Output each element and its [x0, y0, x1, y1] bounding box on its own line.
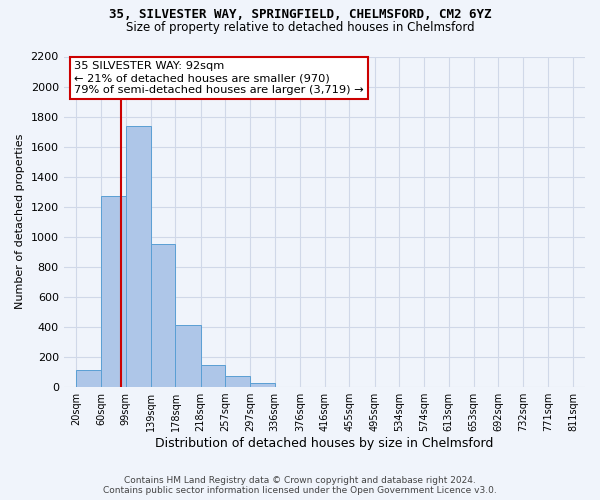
Bar: [76, 370, 101, 387]
Bar: [101, 196, 126, 387]
Y-axis label: Number of detached properties: Number of detached properties: [15, 134, 25, 310]
Text: Size of property relative to detached houses in Chelmsford: Size of property relative to detached ho…: [125, 21, 475, 34]
Text: 35, SILVESTER WAY, SPRINGFIELD, CHELMSFORD, CM2 6YZ: 35, SILVESTER WAY, SPRINGFIELD, CHELMSFO…: [109, 8, 491, 20]
Bar: [200, 364, 225, 387]
X-axis label: Distribution of detached houses by size in Chelmsford: Distribution of detached houses by size …: [155, 437, 494, 450]
Bar: [151, 244, 175, 387]
Bar: [225, 376, 250, 387]
Bar: [250, 382, 275, 387]
Bar: [126, 126, 151, 387]
Bar: [175, 324, 200, 387]
Text: Contains HM Land Registry data © Crown copyright and database right 2024.
Contai: Contains HM Land Registry data © Crown c…: [103, 476, 497, 495]
Text: 35 SILVESTER WAY: 92sqm
← 21% of detached houses are smaller (970)
79% of semi-d: 35 SILVESTER WAY: 92sqm ← 21% of detache…: [74, 62, 364, 94]
